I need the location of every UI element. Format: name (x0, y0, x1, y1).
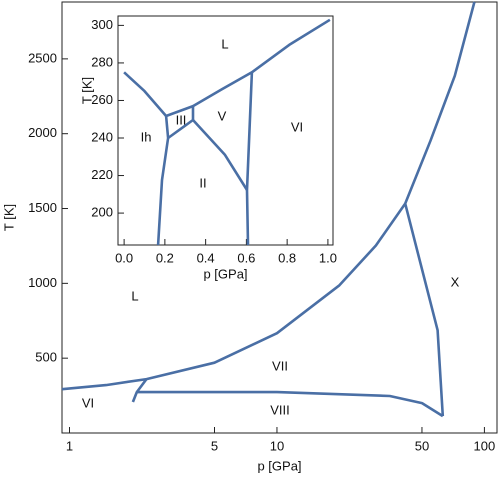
x-tick-label: 10 (270, 438, 284, 453)
phase-boundary (192, 119, 249, 191)
x-tick-label: 100 (474, 438, 496, 453)
region-label: X (451, 274, 460, 289)
y-tick-label: 300 (91, 17, 113, 32)
region-label: VII (272, 358, 288, 373)
y-tick-label: 220 (91, 167, 113, 182)
region-label: L (221, 36, 228, 51)
phase-boundary (61, 1, 476, 391)
x-axis-label: p [GPa] (257, 458, 301, 473)
y-axis-label: T [K] (79, 77, 94, 104)
x-tick-label: 0.2 (156, 250, 174, 265)
x-tick-label: 0.8 (278, 250, 296, 265)
x-tick-label: 50 (415, 438, 429, 453)
y-tick-label: 500 (35, 350, 57, 365)
phase-boundary (165, 18, 331, 118)
phase-boundary (245, 72, 254, 246)
y-tick-label: 200 (91, 205, 113, 220)
region-label: VI (291, 119, 303, 134)
x-tick-label: 0.6 (237, 250, 255, 265)
x-tick-label: 0.4 (197, 250, 215, 265)
y-tick-label: 1000 (28, 275, 57, 290)
x-tick-label: 0.0 (115, 250, 133, 265)
region-label: Ih (141, 129, 152, 144)
region-label: V (218, 108, 227, 123)
x-tick-label: 1.0 (319, 250, 337, 265)
region-label: III (176, 112, 187, 127)
y-axis-label: T [K] (1, 204, 16, 231)
x-axis-label: p [GPa] (203, 266, 247, 281)
phase-boundary (136, 390, 444, 418)
y-tick-label: 2000 (28, 125, 57, 140)
x-tick-label: 1 (66, 438, 73, 453)
x-tick-label: 5 (211, 438, 218, 453)
y-tick-label: 280 (91, 54, 113, 69)
phase-boundary (123, 71, 168, 117)
region-label: VIII (270, 402, 290, 417)
y-tick-label: 1500 (28, 200, 57, 215)
phase-boundary (403, 203, 445, 417)
region-label: VI (82, 395, 94, 410)
y-tick-label: 240 (91, 129, 113, 144)
plot-area (117, 15, 334, 246)
region-label: II (199, 175, 206, 190)
phase-boundary (156, 115, 170, 246)
y-tick-label: 2500 (28, 50, 57, 65)
region-label: L (131, 288, 138, 303)
y-tick-label: 260 (91, 92, 113, 107)
phase-boundary (131, 378, 148, 403)
